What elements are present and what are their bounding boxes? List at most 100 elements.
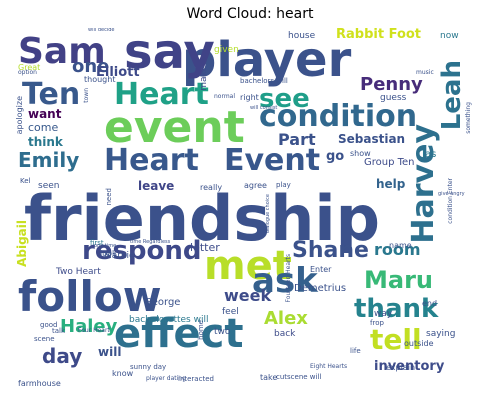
cloud-word: something (465, 102, 472, 134)
cloud-word: Harvey (406, 124, 441, 244)
cloud-word: Alex (264, 308, 308, 329)
cloud-word: right (240, 93, 259, 102)
cloud-word: effect (114, 311, 244, 357)
cloud-word: now (440, 31, 459, 41)
cloud-word: Emily (18, 148, 80, 172)
cloud-word: Eight Hearts (310, 363, 348, 370)
cloud-word: life (350, 347, 361, 355)
cloud-word: Maru (364, 266, 433, 294)
chart-title: Word Cloud: heart (186, 6, 314, 22)
cloud-word: really (200, 183, 223, 192)
cloud-word: Event (224, 143, 321, 178)
cloud-word: event (104, 102, 245, 153)
cloud-word: cutscene will (276, 373, 322, 381)
cloud-word: option (18, 69, 37, 76)
cloud-word: will consist (250, 105, 278, 111)
cloud-word: bachelors will (240, 77, 288, 85)
cloud-word: scene (34, 335, 55, 343)
cloud-word: frop (370, 319, 384, 327)
cloud-word: dialogue choice (265, 194, 271, 234)
cloud-word: day (42, 344, 83, 368)
cloud-word: house (288, 31, 316, 41)
cloud-word: Elliott (96, 65, 140, 80)
cloud-word: seen (38, 181, 60, 191)
cloud-word: help (376, 177, 406, 191)
cloud-word: time Regardless (130, 239, 171, 245)
cloud-word: interacted (178, 375, 214, 383)
cloud-word: end (422, 299, 438, 308)
cloud-word: Shane (292, 238, 369, 263)
cloud-word: room (374, 240, 421, 259)
cloud-word: condition (259, 99, 418, 134)
cloud-word: Enter (310, 265, 332, 274)
cloud-word: talk (52, 327, 66, 335)
cloud-word: tell (370, 323, 422, 356)
cloud-word: Sebastian (338, 132, 406, 146)
cloud-word: Sam (18, 31, 106, 72)
cloud-word: Abigail (15, 220, 29, 267)
cloud-word: thank (354, 294, 439, 324)
cloud-word: one (72, 56, 110, 77)
cloud-word: follow (18, 272, 162, 321)
cloud-word: Kel (20, 177, 31, 185)
cloud-word: respond (82, 236, 202, 266)
cloud-word: ask (252, 261, 318, 301)
cloud-word: see (259, 84, 310, 114)
cloud-word: Heart (104, 143, 199, 178)
cloud-word: show (350, 149, 371, 158)
cloud-word: friendship (24, 182, 381, 255)
cloud-word: will decide (88, 28, 115, 33)
cloud-word: play (276, 181, 291, 189)
cloud-word: come (28, 121, 59, 134)
cloud-word: Marnie (104, 251, 135, 261)
cloud-word: feel (222, 307, 239, 317)
cloud-word: agree (244, 181, 267, 190)
cloud-word: Penny (360, 74, 423, 95)
cloud-word: week (224, 286, 272, 305)
cloud-word: player (182, 32, 352, 88)
cloud-word: take (260, 373, 278, 382)
cloud-word: Jas (422, 149, 437, 160)
cloud-word: name (389, 241, 412, 250)
cloud-word: make (199, 66, 209, 91)
cloud-word: guess (380, 93, 407, 103)
cloud-word: farmhouse (18, 379, 61, 387)
cloud-word: need (105, 188, 113, 206)
cloud-word: Demetrius (294, 283, 347, 294)
cloud-word: town (83, 88, 90, 103)
cloud-word: one time (94, 243, 117, 249)
cloud-word: go (326, 149, 345, 164)
cloud-word: Fourteen Hearts (285, 254, 292, 303)
cloud-word: sunny day (130, 363, 167, 371)
cloud-word: Leah (437, 60, 467, 131)
cloud-word: home (197, 320, 205, 340)
cloud-word: Part (278, 130, 316, 149)
cloud-word: music (416, 69, 434, 76)
cloud-word: know (112, 369, 134, 378)
cloud-word: want (28, 107, 62, 121)
cloud-word: Heart (114, 77, 209, 112)
cloud-word: outside (404, 339, 434, 348)
cloud-word: George (144, 297, 181, 308)
cloud-word: first (90, 239, 104, 247)
cloud-word: Four Heart (78, 327, 110, 334)
cloud-word: letter (190, 241, 220, 254)
cloud-word: think (28, 135, 63, 149)
cloud-word: condition Enter (447, 178, 454, 224)
cloud-word: saying (426, 329, 456, 339)
cloud-word: thought (84, 75, 116, 84)
cloud-word: Two Heart (56, 267, 101, 277)
cloud-word: Rabbit Foot (336, 28, 422, 42)
cloud-word: good (40, 321, 58, 329)
cloud-word: back (274, 329, 296, 339)
cloud-word: player dating (146, 375, 186, 382)
cloud-word: give angry (438, 191, 465, 197)
cloud-word: leave (138, 179, 175, 193)
word-cloud: friendship player say event follow effect met S… (14, 28, 486, 386)
cloud-word: given (214, 45, 239, 55)
cloud-word: Ten (22, 77, 81, 112)
cloud-word: way (374, 309, 393, 319)
cloud-word: apologize (15, 96, 24, 135)
cloud-word: Haley (60, 316, 118, 337)
cloud-word: two (214, 327, 231, 337)
